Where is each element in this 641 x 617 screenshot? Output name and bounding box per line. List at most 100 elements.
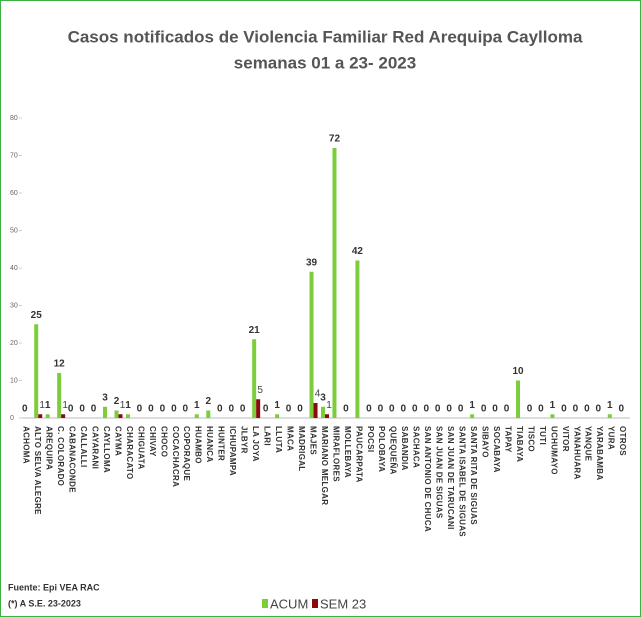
value-label: 1 bbox=[194, 400, 200, 411]
x-tick-label: VITOR bbox=[561, 426, 570, 452]
value-label: 0 bbox=[171, 404, 177, 415]
bar bbox=[125, 414, 130, 418]
value-label: 3 bbox=[320, 392, 326, 403]
value-label: 0 bbox=[561, 404, 567, 415]
legend-label: SEM 23 bbox=[320, 596, 366, 611]
x-tick-label: CHIGUATA bbox=[136, 426, 145, 469]
value-label: 0 bbox=[504, 404, 510, 415]
value-label: 1 bbox=[550, 400, 556, 411]
value-label: 1 bbox=[326, 400, 332, 411]
value-label: 0 bbox=[286, 404, 292, 415]
x-tick-label: YURA bbox=[607, 426, 616, 450]
y-tick-label: 10 bbox=[10, 377, 18, 384]
x-tick-label: SAN ANTONIO DE CHUCA bbox=[423, 426, 432, 532]
value-label: 12 bbox=[54, 359, 66, 370]
value-label: 1 bbox=[120, 400, 126, 411]
x-tick-label: CAYLLOMA bbox=[102, 426, 111, 473]
value-label: 0 bbox=[68, 404, 74, 415]
value-label: 0 bbox=[446, 404, 452, 415]
value-label: 1 bbox=[62, 400, 68, 411]
value-label: 0 bbox=[263, 404, 269, 415]
x-tick-label: TAPAY bbox=[503, 426, 512, 453]
value-label: 1 bbox=[607, 400, 613, 411]
value-label: 0 bbox=[137, 404, 143, 415]
y-tick-label: 50 bbox=[10, 227, 18, 234]
value-label: 0 bbox=[22, 404, 28, 415]
x-tick-label: LARI bbox=[263, 426, 272, 446]
x-tick-label: SAN JUAN DE SIGUAS bbox=[435, 426, 444, 519]
x-tick-label: POLOBAYA bbox=[377, 426, 386, 472]
value-label: 0 bbox=[401, 404, 407, 415]
bar bbox=[470, 414, 475, 418]
legend-swatch bbox=[262, 599, 268, 608]
x-tick-label: HUANCA bbox=[205, 426, 214, 462]
source-note: Fuente: Epi VEA RAC bbox=[8, 582, 100, 592]
x-tick-label: CALLALLI bbox=[79, 426, 88, 468]
value-label: 0 bbox=[240, 404, 246, 415]
value-label: 0 bbox=[366, 404, 372, 415]
value-label: 0 bbox=[378, 404, 384, 415]
value-label: 0 bbox=[160, 404, 166, 415]
x-tick-label: CHARACATO bbox=[125, 426, 134, 480]
value-label: 1 bbox=[125, 400, 131, 411]
x-tick-label: MOLLEBAYA bbox=[343, 426, 352, 478]
x-tick-label: SOCABAYA bbox=[492, 426, 501, 473]
legend-label: ACUM bbox=[270, 596, 308, 611]
bar bbox=[45, 414, 50, 418]
value-label: 0 bbox=[492, 404, 498, 415]
bar bbox=[256, 399, 261, 418]
x-tick-label: CAYARANI bbox=[90, 426, 99, 469]
value-label: 4 bbox=[315, 389, 321, 400]
value-label: 2 bbox=[206, 396, 212, 407]
bar bbox=[114, 410, 119, 418]
chart-subtitle: semanas 01 a 23- 2023 bbox=[234, 53, 416, 72]
y-tick-label: 70 bbox=[10, 152, 18, 159]
bar bbox=[34, 324, 39, 418]
x-tick-label: ACHOMA bbox=[22, 426, 31, 464]
bar bbox=[607, 414, 612, 418]
x-tick-label: ALTO SELVA ALEGRE bbox=[33, 426, 42, 515]
value-label: 0 bbox=[297, 404, 303, 415]
x-tick-label: MAJES bbox=[308, 426, 317, 455]
x-tick-label: ICHUPAMPA bbox=[228, 426, 237, 476]
value-label: 0 bbox=[596, 404, 602, 415]
x-tick-label: JLBYR bbox=[240, 426, 249, 454]
x-tick-label: UCHUMAYO bbox=[549, 426, 558, 475]
x-tick-label: CABANACONDE bbox=[68, 426, 77, 493]
x-tick-label: MIRAFLORES bbox=[331, 426, 340, 482]
value-label: 0 bbox=[148, 404, 154, 415]
y-tick-label: 40 bbox=[10, 265, 18, 272]
x-tick-label: HUAMBO bbox=[194, 426, 203, 464]
y-tick-label: 20 bbox=[10, 340, 18, 347]
y-tick-label: 80 bbox=[10, 115, 18, 122]
x-tick-label: LLUTA bbox=[274, 426, 283, 453]
x-tick-label: TUTI bbox=[538, 426, 547, 445]
x-tick-label: YANAHUARA bbox=[572, 426, 581, 480]
x-tick-label: PAUCARPATA bbox=[354, 426, 363, 483]
bar bbox=[332, 148, 337, 418]
x-tick-label: MACA bbox=[285, 426, 294, 451]
bar bbox=[118, 414, 123, 418]
x-tick-label: SANTA RITA DE SIGUAS bbox=[469, 426, 478, 525]
x-tick-label: YANQUE bbox=[584, 426, 593, 462]
date-note: (*) A S.E. 23-2023 bbox=[8, 598, 81, 608]
value-label: 25 bbox=[31, 310, 43, 321]
y-tick-label: 0 bbox=[10, 415, 14, 422]
x-tick-label: MARIANO MELGAR bbox=[320, 426, 329, 505]
value-label: 72 bbox=[329, 134, 341, 145]
bar bbox=[313, 403, 318, 418]
value-label: 0 bbox=[618, 404, 624, 415]
legend-swatch bbox=[312, 599, 318, 608]
x-tick-label: SIBAYO bbox=[480, 426, 489, 458]
x-tick-label: HUNTER bbox=[217, 426, 226, 461]
bar bbox=[252, 339, 257, 418]
chart-title: Casos notificados de Violencia Familiar … bbox=[68, 27, 583, 46]
value-label: 0 bbox=[412, 404, 418, 415]
x-tick-label: TISCO bbox=[526, 426, 535, 452]
bar bbox=[57, 373, 62, 418]
value-label: 2 bbox=[114, 396, 120, 407]
bar bbox=[309, 271, 314, 418]
value-label: 0 bbox=[423, 404, 429, 415]
value-label: 0 bbox=[183, 404, 189, 415]
